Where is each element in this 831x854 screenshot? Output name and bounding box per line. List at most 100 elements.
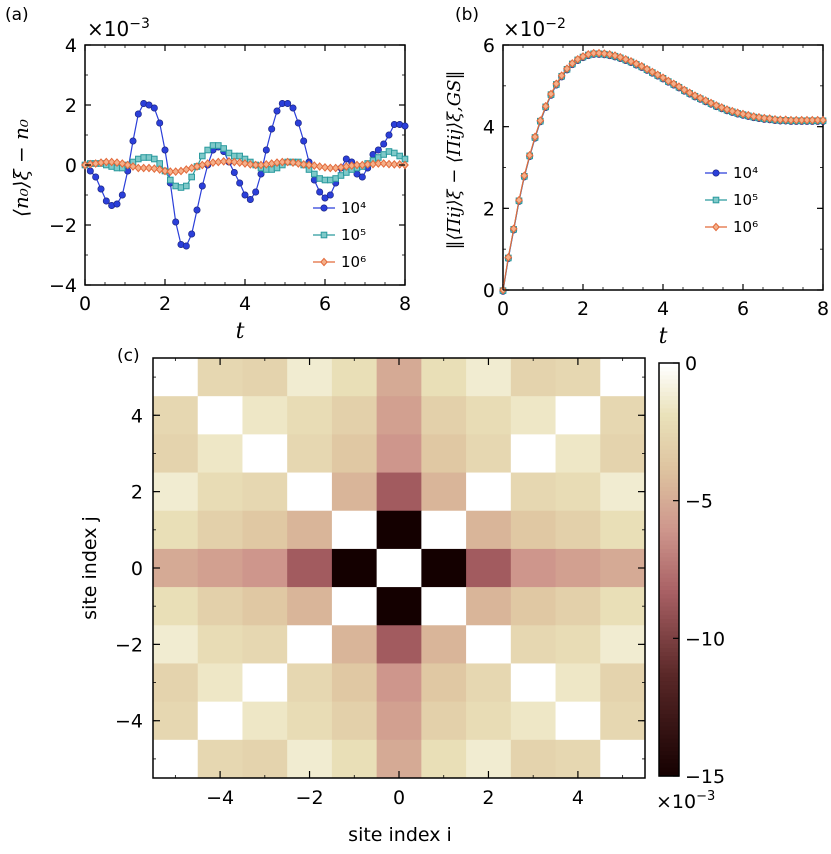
series-point-1 bbox=[332, 175, 339, 182]
series-point-0 bbox=[284, 100, 292, 108]
heatmap-cell bbox=[421, 358, 467, 397]
series-point-2 bbox=[102, 157, 111, 167]
series-point-2 bbox=[182, 165, 191, 174]
x-tick-label: 8 bbox=[399, 293, 411, 315]
series-point-2 bbox=[134, 163, 143, 173]
series-point-0 bbox=[161, 146, 169, 154]
heatmap-cell bbox=[600, 587, 646, 626]
colorbar-segment bbox=[659, 515, 679, 521]
heatmap-cell bbox=[242, 548, 288, 588]
series-point-2 bbox=[123, 160, 132, 170]
series-point-2 bbox=[326, 163, 335, 173]
series-point-2 bbox=[219, 157, 228, 166]
x-tick-label: 4 bbox=[239, 293, 251, 315]
heatmap-cell bbox=[242, 510, 288, 550]
heatmap-cell bbox=[555, 396, 601, 435]
heatmap-cell bbox=[555, 434, 601, 474]
series-point-0 bbox=[230, 169, 238, 177]
series-point-2 bbox=[305, 160, 313, 170]
series-point-2 bbox=[819, 115, 827, 125]
series-point-2 bbox=[685, 88, 694, 98]
colorbar-segment bbox=[659, 429, 679, 434]
colorbar-segment bbox=[659, 391, 679, 397]
series-point-0 bbox=[236, 179, 244, 187]
series-point-2 bbox=[739, 109, 747, 119]
colorbar-segment bbox=[659, 495, 679, 500]
colorbar-segment bbox=[659, 524, 679, 529]
series-point-0 bbox=[86, 167, 94, 175]
series-point-2 bbox=[637, 61, 646, 71]
series-point-1 bbox=[172, 182, 179, 190]
series-point-1 bbox=[204, 146, 211, 154]
heatmap-cell bbox=[600, 739, 646, 779]
x-tick-label: 2 bbox=[159, 293, 171, 315]
colorbar-segment bbox=[659, 664, 679, 670]
panel-b-label: (b) bbox=[455, 5, 479, 25]
colorbar-segment bbox=[659, 561, 679, 566]
series-point-0 bbox=[156, 119, 164, 127]
heatmap-cell bbox=[466, 701, 512, 741]
series-point-0 bbox=[300, 137, 308, 145]
heatmap-cell bbox=[242, 663, 288, 703]
heatmap-cell bbox=[555, 625, 601, 664]
heatmap-cell bbox=[287, 663, 333, 703]
colorbar-segment bbox=[659, 755, 679, 761]
colorbar-tick-label: −15 bbox=[685, 766, 725, 788]
colorbar-segment bbox=[659, 420, 679, 426]
colorbar-multiplier: ×10−3 bbox=[656, 789, 715, 813]
series-point-2 bbox=[283, 157, 292, 167]
colorbar-segment bbox=[659, 722, 679, 728]
heatmap-cell bbox=[242, 434, 288, 474]
series-point-1 bbox=[183, 182, 190, 190]
heatmap-cell bbox=[287, 472, 333, 512]
series-point-0 bbox=[134, 110, 142, 118]
series-point-0 bbox=[150, 104, 158, 112]
series-point-0 bbox=[316, 188, 324, 196]
heatmap-cell bbox=[153, 472, 199, 512]
legend-marker bbox=[320, 231, 328, 239]
colorbar-segment bbox=[659, 610, 679, 616]
series-point-1 bbox=[215, 142, 222, 149]
heatmap-cell bbox=[197, 701, 243, 741]
heatmap-cell bbox=[153, 358, 199, 397]
x-tick-label: 4 bbox=[572, 787, 584, 809]
colorbar-segment bbox=[659, 709, 679, 715]
series-point-2 bbox=[605, 50, 614, 59]
colorbar-segment bbox=[659, 660, 679, 666]
heatmap-cell bbox=[510, 625, 557, 664]
series-point-2 bbox=[241, 159, 249, 168]
heatmap-cell bbox=[331, 472, 378, 512]
colorbar-segment bbox=[659, 499, 679, 505]
series-point-2 bbox=[595, 48, 603, 58]
heatmap-cell bbox=[555, 663, 601, 703]
heatmap-cell bbox=[555, 701, 601, 741]
series-point-2 bbox=[379, 159, 388, 168]
heatmap-cell bbox=[376, 663, 422, 703]
x-tick-label: −2 bbox=[296, 787, 324, 809]
colorbar-tick-label: 0 bbox=[685, 353, 697, 375]
heatmap-cell bbox=[510, 587, 557, 626]
heatmap-cell bbox=[153, 548, 199, 588]
heatmap-cell bbox=[287, 548, 333, 588]
heatmap-cell bbox=[153, 663, 199, 703]
series-point-2 bbox=[643, 64, 651, 74]
heatmap-cell bbox=[153, 510, 199, 550]
heatmap-cell bbox=[600, 548, 646, 588]
x-tick-label: 6 bbox=[319, 293, 331, 315]
colorbar-segment bbox=[659, 503, 679, 509]
y-tick-label: 0 bbox=[483, 280, 495, 302]
series-point-2 bbox=[177, 166, 185, 176]
heatmap-cell bbox=[153, 396, 199, 435]
legend-label: 10⁴ bbox=[733, 164, 758, 182]
y-tick-label: 4 bbox=[483, 117, 495, 139]
colorbar-segment bbox=[659, 573, 679, 579]
colorbar-segment bbox=[659, 751, 679, 756]
panel-a-ylabel: ⟨n₀⟩ξ − n₀ bbox=[9, 119, 33, 217]
colorbar-segment bbox=[659, 474, 679, 480]
colorbar-segment bbox=[659, 577, 679, 583]
series-point-2 bbox=[374, 159, 383, 168]
colorbar-segment bbox=[659, 437, 679, 443]
panel-a-multiplier: ×10−3 bbox=[87, 16, 150, 41]
colorbar-segment bbox=[659, 482, 679, 488]
series-point-0 bbox=[182, 242, 190, 250]
